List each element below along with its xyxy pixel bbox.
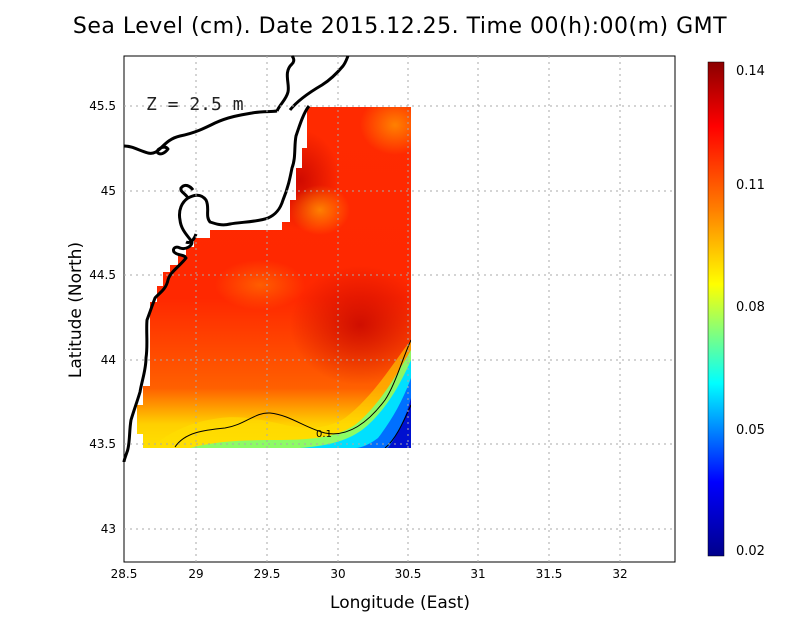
x-tick-label: 28.5: [111, 567, 138, 581]
y-tick-label: 44.5: [89, 268, 116, 282]
colorbar-tick-label: 0.08: [736, 300, 765, 315]
page-title: Sea Level (cm). Date 2015.12.25. Time 00…: [72, 14, 728, 39]
y-tick-label: 44: [101, 353, 116, 367]
grid: [124, 56, 675, 562]
x-tick-label: 32: [612, 567, 627, 581]
x-tick-labels: 28.5 29 29.5 30 30.5 31 31.5 32: [111, 567, 628, 581]
x-tick-label: 29: [188, 567, 203, 581]
y-axis-label: Latitude (North): [66, 242, 86, 378]
colorbar-tick-label: 0.02: [736, 544, 765, 559]
colorbar-tick-label: 0.05: [736, 423, 765, 438]
colorbar-labels: 0.02 0.05 0.08 0.11 0.14: [736, 64, 765, 559]
colorbar-tick-label: 0.14: [736, 64, 765, 79]
y-tick-label: 45: [101, 184, 116, 198]
x-axis-label: Longitude (East): [330, 593, 470, 613]
y-tick-labels: 43 43.5 44 44.5 45 45.5: [89, 99, 116, 536]
colorbar: [707, 61, 725, 557]
x-tick-label: 31: [470, 567, 485, 581]
y-tick-label: 43: [101, 522, 116, 536]
x-tick-label: 29.5: [254, 567, 281, 581]
y-tick-label: 45.5: [89, 99, 116, 113]
contour-label: 0.1: [316, 429, 332, 440]
depth-note: Z = 2.5 m: [146, 94, 244, 115]
colorbar-tick-label: 0.11: [736, 178, 765, 193]
x-tick-label: 30.5: [395, 567, 422, 581]
contour-line: [174, 339, 411, 448]
x-tick-label: 31.5: [536, 567, 563, 581]
y-tick-label: 43.5: [89, 437, 116, 451]
x-tick-label: 30: [330, 567, 345, 581]
coastline: [122, 54, 350, 463]
